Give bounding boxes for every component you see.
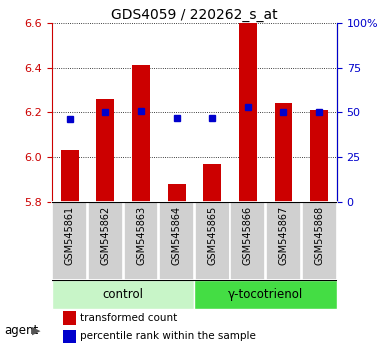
Bar — [310, 110, 328, 202]
Bar — [88, 202, 123, 280]
Text: control: control — [103, 288, 144, 301]
Text: GSM545862: GSM545862 — [100, 206, 110, 265]
Text: γ-tocotrienol: γ-tocotrienol — [228, 288, 303, 301]
Bar — [159, 202, 194, 280]
Bar — [194, 280, 337, 309]
Text: ▶: ▶ — [32, 326, 40, 336]
Bar — [239, 23, 257, 202]
Text: GSM545865: GSM545865 — [207, 206, 217, 265]
Bar — [124, 202, 159, 280]
Bar — [203, 164, 221, 202]
Bar — [61, 150, 79, 202]
Text: GSM545864: GSM545864 — [172, 206, 182, 265]
Bar — [301, 202, 336, 280]
Text: percentile rank within the sample: percentile rank within the sample — [80, 331, 256, 342]
Bar — [64, 330, 76, 343]
Text: transformed count: transformed count — [80, 313, 178, 323]
Bar — [132, 65, 150, 202]
Bar — [52, 202, 87, 280]
Text: GSM545863: GSM545863 — [136, 206, 146, 265]
Bar — [230, 202, 265, 280]
Bar — [275, 103, 292, 202]
Bar — [168, 184, 186, 202]
Text: GSM545867: GSM545867 — [278, 206, 288, 265]
Bar — [195, 202, 230, 280]
Bar — [266, 202, 301, 280]
Text: GSM545861: GSM545861 — [65, 206, 75, 265]
Text: GSM545868: GSM545868 — [314, 206, 324, 265]
Bar — [64, 312, 76, 325]
Bar — [97, 99, 114, 202]
Text: agent: agent — [4, 325, 38, 337]
Bar — [52, 280, 194, 309]
Text: GSM545866: GSM545866 — [243, 206, 253, 265]
Title: GDS4059 / 220262_s_at: GDS4059 / 220262_s_at — [111, 8, 278, 22]
